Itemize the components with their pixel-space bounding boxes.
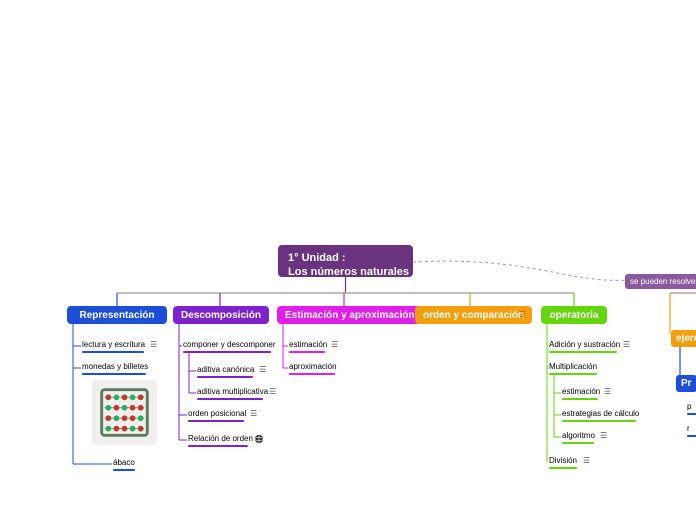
leaf-underline xyxy=(687,413,696,415)
leaf-underline xyxy=(188,445,248,447)
leaf-underline xyxy=(687,435,696,437)
leaf-rep[interactable]: monedas y billetes xyxy=(82,362,148,373)
leaf-underline xyxy=(549,467,577,469)
leaf-op[interactable]: estimación xyxy=(562,387,600,398)
menu-icon[interactable]: ☰ xyxy=(150,341,157,349)
menu-icon[interactable]: ☰ xyxy=(519,311,526,319)
leaf-underline xyxy=(549,373,597,375)
leaf-underline xyxy=(188,420,244,422)
leaf-est[interactable]: aproximación xyxy=(289,362,337,373)
menu-icon[interactable]: ☰ xyxy=(623,341,630,349)
leaf-underline xyxy=(113,469,135,471)
leaf-ext[interactable]: p xyxy=(687,402,691,413)
menu-icon[interactable]: ☰ xyxy=(604,388,611,396)
leaf-underline xyxy=(289,351,325,353)
leaf-ext[interactable]: r xyxy=(687,424,690,435)
side-box-2[interactable]: Pr xyxy=(676,375,696,392)
leaf-op[interactable]: estrategias de cálculo xyxy=(562,409,639,420)
menu-icon[interactable]: ☰ xyxy=(250,410,257,418)
menu-icon[interactable]: ☰ xyxy=(259,366,266,374)
leaf-underline xyxy=(183,351,271,353)
branch-est[interactable]: Estimación y aproximación xyxy=(277,306,423,324)
root-line1: 1° Unidad : xyxy=(288,252,346,264)
leaf-desc[interactable]: orden posicional xyxy=(188,409,246,420)
leaf-underline xyxy=(562,442,594,444)
leaf-op[interactable]: Multiplicación xyxy=(549,362,597,373)
leaf-est[interactable]: estimación xyxy=(289,340,327,351)
menu-icon[interactable]: ☰ xyxy=(600,432,607,440)
abacus-image xyxy=(92,380,157,445)
side-box-1[interactable]: ejerci xyxy=(671,330,696,347)
globe-icon[interactable] xyxy=(254,434,264,446)
leaf-underline xyxy=(82,373,146,375)
leaf-desc[interactable]: aditiva canónica xyxy=(197,365,254,376)
branch-op[interactable]: operatoria xyxy=(541,306,607,324)
branch-ord[interactable]: orden y comparación xyxy=(415,306,532,324)
leaf-desc[interactable]: componer y descomponer xyxy=(183,340,276,351)
root-node: 1° Unidad : Los números naturales xyxy=(278,245,413,277)
leaf-op[interactable]: algoritmo xyxy=(562,431,595,442)
menu-icon[interactable]: ☰ xyxy=(583,457,590,465)
leaf-underline xyxy=(289,373,335,375)
root-line2: Los números naturales xyxy=(288,266,409,278)
side-box-0[interactable]: se pueden resolver xyxy=(625,274,696,289)
leaf-op[interactable]: Adición y sustración xyxy=(549,340,620,351)
leaf-underline xyxy=(562,420,636,422)
leaf-op[interactable]: División xyxy=(549,456,577,467)
leaf-underline xyxy=(197,398,263,400)
menu-icon[interactable]: ☰ xyxy=(269,388,276,396)
leaf-underline xyxy=(197,376,253,378)
leaf-desc[interactable]: aditiva multiplicativa xyxy=(197,387,268,398)
branch-desc[interactable]: Descomposición xyxy=(173,306,269,324)
leaf-underline xyxy=(82,351,144,353)
leaf-underline xyxy=(549,351,617,353)
leaf-rep[interactable]: ábaco xyxy=(113,458,135,469)
leaf-underline xyxy=(562,398,598,400)
branch-rep[interactable]: Representación xyxy=(67,306,167,324)
leaf-desc[interactable]: Relación de orden xyxy=(188,434,253,445)
leaf-rep[interactable]: lectura y escritura xyxy=(82,340,145,351)
menu-icon[interactable]: ☰ xyxy=(331,341,338,349)
